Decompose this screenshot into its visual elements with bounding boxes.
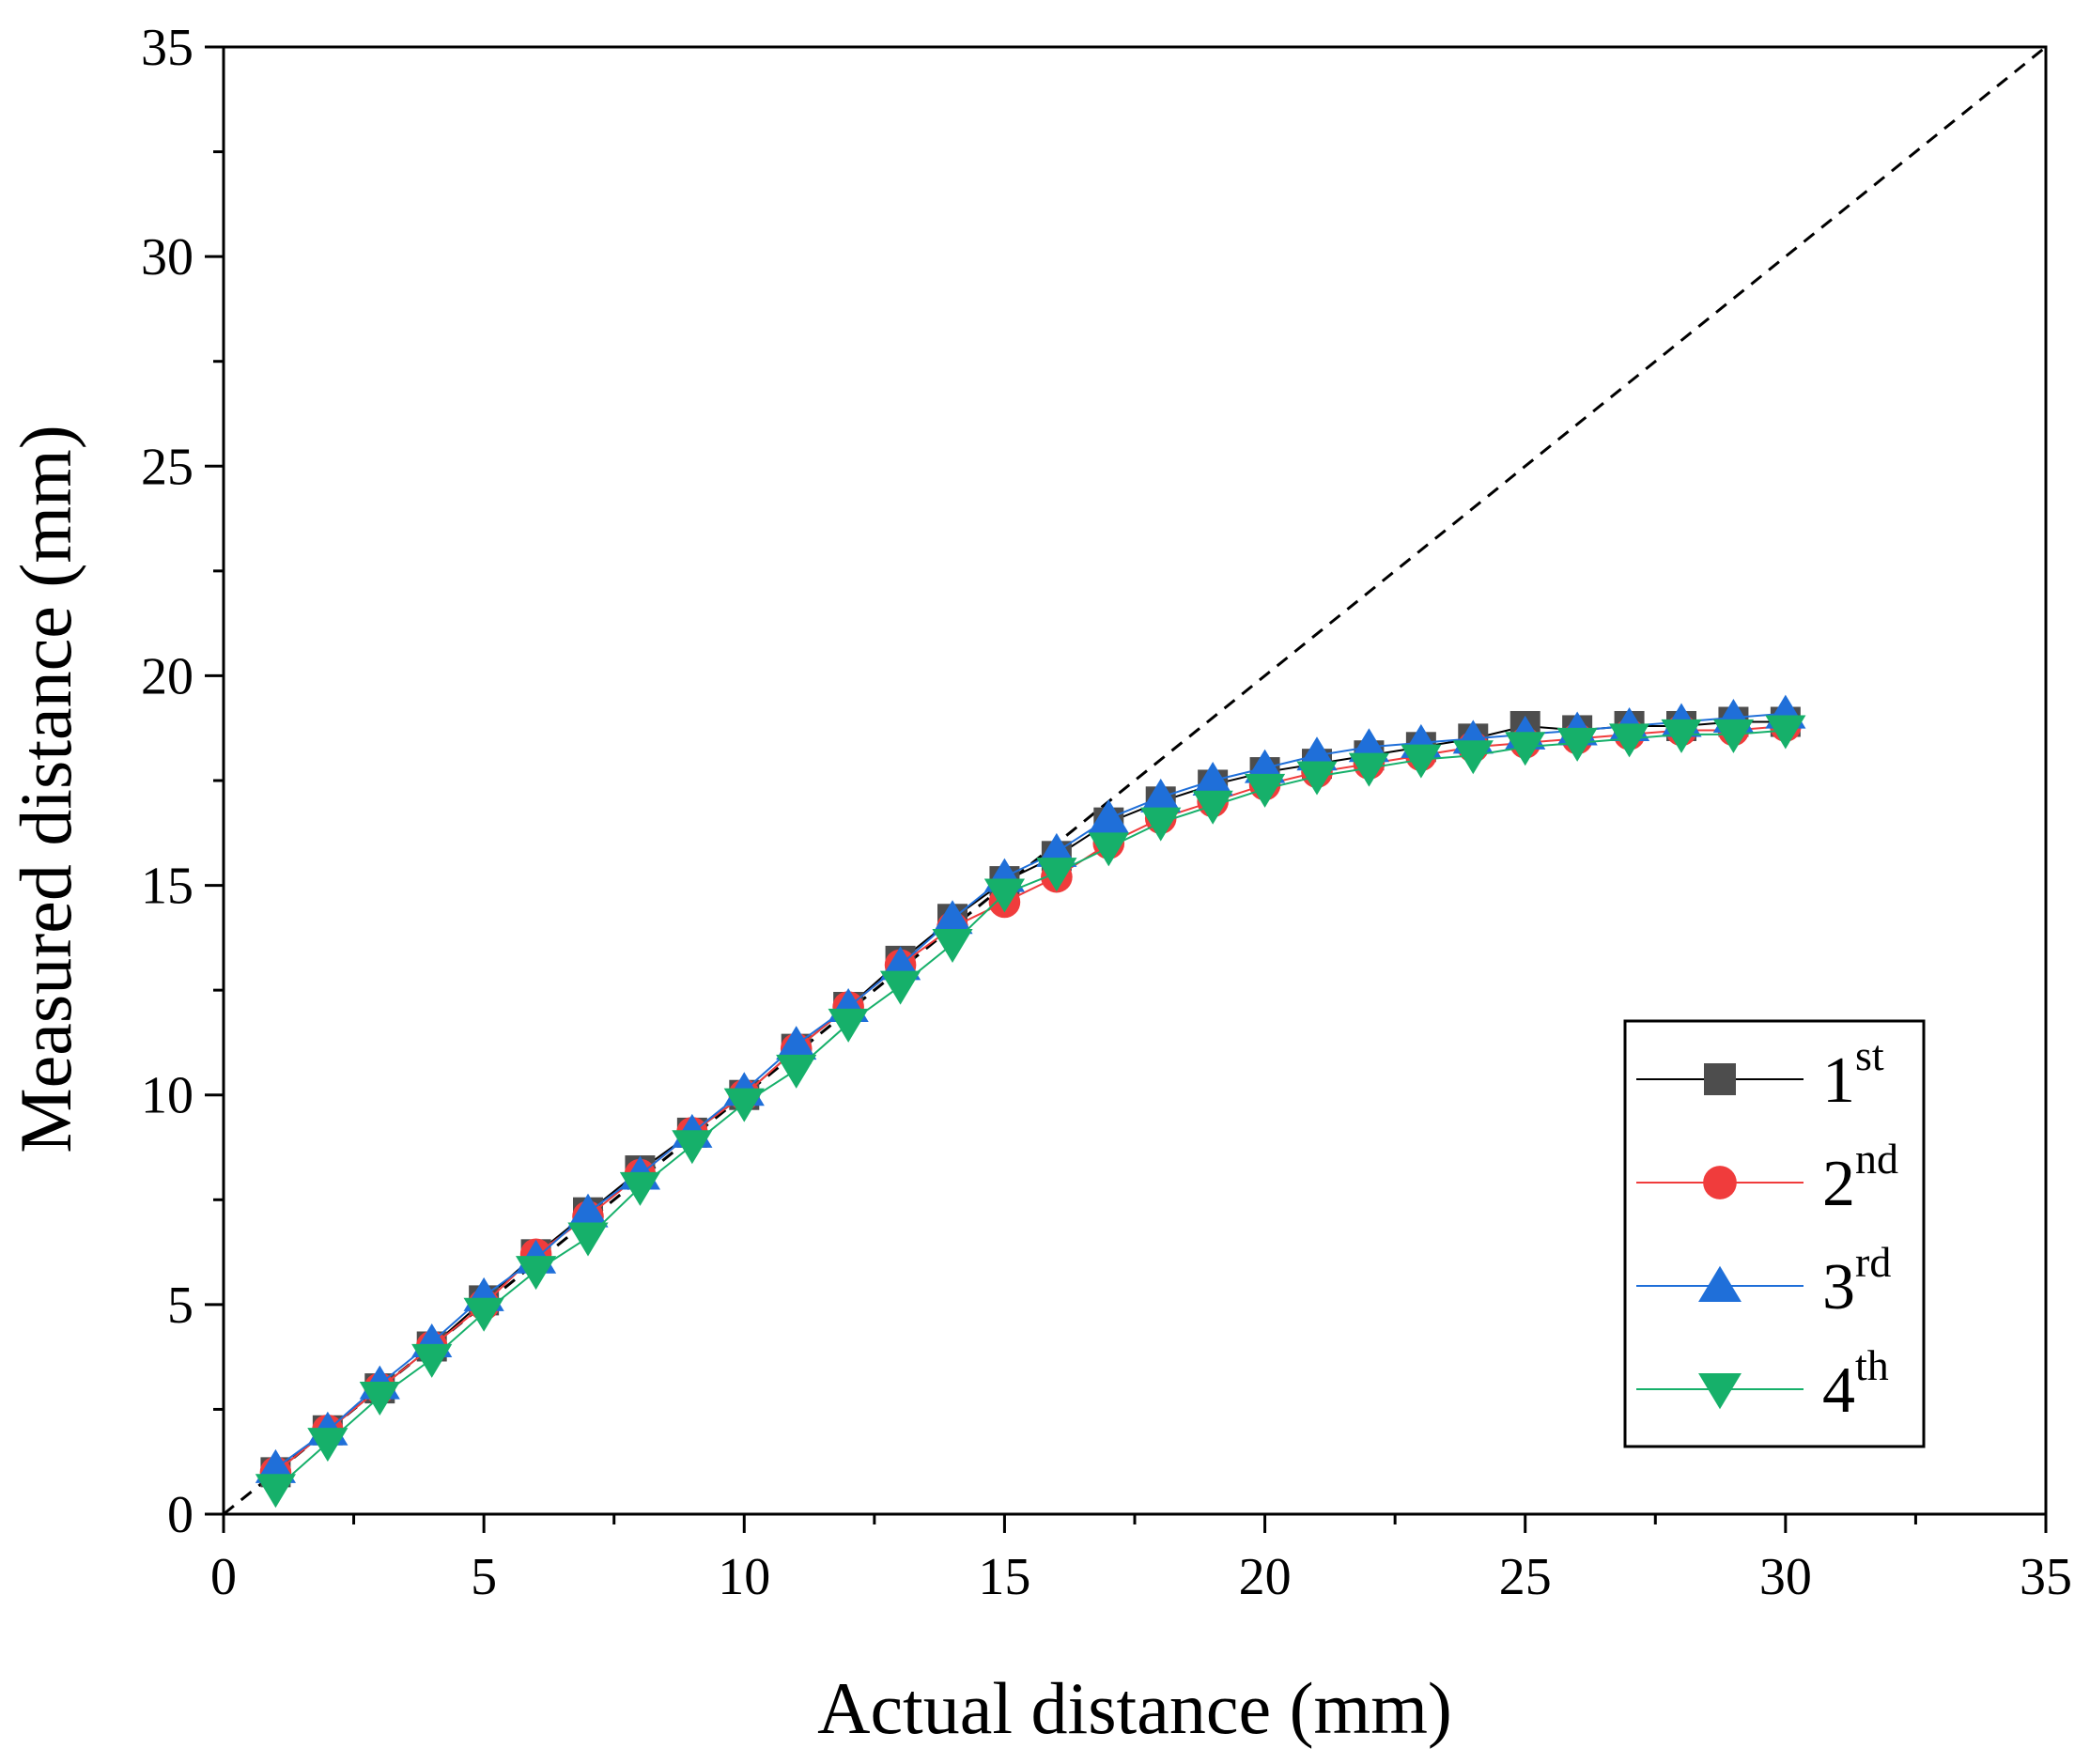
legend-marker (1698, 1373, 1742, 1410)
legend-label-suffix: nd (1855, 1135, 1898, 1183)
legend-label: 1st (1822, 1031, 1884, 1117)
y-tick-label: 25 (141, 438, 194, 496)
data-point (1765, 715, 1806, 750)
legend-label-suffix: rd (1855, 1238, 1891, 1286)
plot-area (223, 45, 2047, 1516)
data-point (776, 1026, 817, 1060)
data-point (932, 900, 973, 935)
y-tick-label: 0 (167, 1486, 194, 1544)
y-tick-label: 30 (141, 228, 194, 286)
series-3rd (255, 694, 1806, 1483)
x-tick-label: 5 (471, 1548, 497, 1606)
x-tick-label: 15 (978, 1548, 1030, 1606)
legend-marker (1704, 1063, 1736, 1095)
x-tick-label: 10 (718, 1548, 770, 1606)
data-point (1296, 761, 1338, 796)
data-point (1244, 773, 1286, 808)
data-point (879, 970, 921, 1005)
data-point (828, 1008, 869, 1043)
data-point (1140, 778, 1182, 812)
data-point (1348, 752, 1390, 787)
data-point (1036, 858, 1077, 892)
x-tick-label: 25 (1499, 1548, 1552, 1606)
y-tick-label: 15 (141, 858, 194, 916)
y-tick-label: 20 (141, 647, 194, 705)
series-line (274, 729, 1786, 1490)
x-tick-label: 35 (2020, 1548, 2072, 1606)
data-point (255, 1474, 297, 1509)
y-tick-label: 5 (167, 1277, 194, 1335)
series-1st (260, 706, 1801, 1488)
data-point (359, 1382, 400, 1416)
x-tick-label: 20 (1239, 1548, 1292, 1606)
series-2nd (259, 710, 1802, 1489)
data-point (1192, 762, 1233, 796)
series-line (274, 712, 1786, 1469)
data-point (1401, 744, 1442, 779)
data-point (411, 1343, 453, 1378)
y-axis-title: Measured distance (mm) (5, 425, 86, 1153)
series-4th (255, 715, 1806, 1509)
data-point (1712, 719, 1755, 753)
legend-item: 1st (1636, 1031, 1884, 1117)
legend-label-suffix: th (1855, 1341, 1889, 1389)
x-axis-title: Actual distance (mm) (817, 1667, 1452, 1749)
data-point (672, 1130, 713, 1165)
data-point (1140, 807, 1182, 842)
legend-box (1623, 1019, 1926, 1448)
data-point (1608, 723, 1650, 758)
legend-label-suffix: st (1855, 1031, 1884, 1079)
data-point (307, 1428, 348, 1462)
data-point (567, 1193, 609, 1228)
data-point (567, 1222, 609, 1257)
axes: 0 5 10 15 20 25 30 35 0 5 10 15 20 25 30 35 (141, 19, 2072, 1606)
data-point (1452, 740, 1494, 775)
x-tick-label: 0 (210, 1548, 237, 1606)
data-point (1192, 790, 1233, 825)
legend-marker (1698, 1265, 1742, 1302)
data-point (723, 1088, 765, 1122)
data-point (1088, 832, 1129, 867)
series-line (274, 724, 1786, 1474)
data-point (515, 1256, 557, 1291)
y-tick-label: 10 (141, 1067, 194, 1125)
x-tick-label: 30 (1759, 1548, 1812, 1606)
data-point (1088, 799, 1129, 834)
data-point (619, 1171, 661, 1206)
data-point (1556, 727, 1598, 762)
y-tick-label: 35 (141, 19, 194, 77)
legend-marker (1703, 1166, 1737, 1199)
data-point (983, 878, 1026, 913)
data-point (932, 929, 973, 964)
data-point (1661, 719, 1702, 753)
data-point (1505, 732, 1546, 766)
data-point (776, 1054, 817, 1089)
data-point (463, 1297, 504, 1332)
series-line (274, 720, 1786, 1474)
